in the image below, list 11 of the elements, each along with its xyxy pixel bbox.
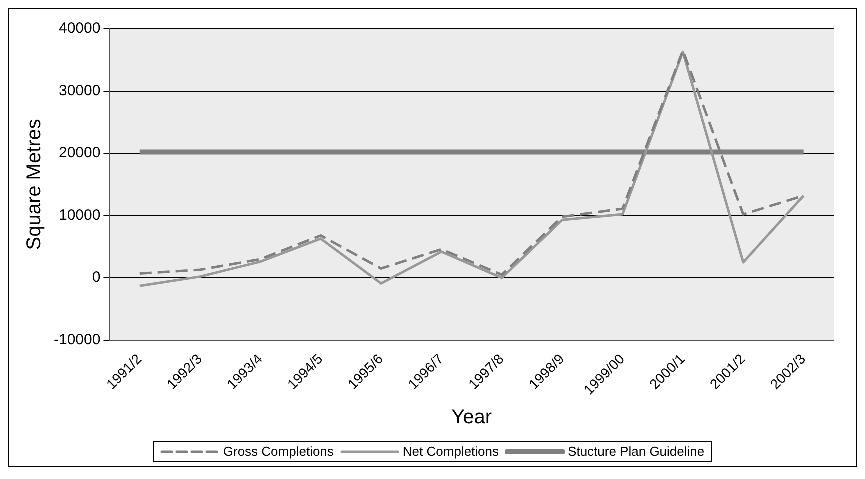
y-tick-label: 10000 — [58, 206, 101, 224]
legend-label: Stucture Plan Guideline — [568, 444, 705, 459]
y-tick-label: -10000 — [54, 331, 101, 348]
legend-label: Gross Completions — [223, 444, 334, 459]
y-tick-label: 20000 — [58, 144, 101, 162]
y-tick-label: 40000 — [58, 20, 101, 38]
y-tick-label: 30000 — [58, 82, 101, 100]
y-axis-title: Square Metres — [24, 119, 46, 250]
x-axis-title: Year — [452, 406, 492, 429]
y-tick-label: 0 — [92, 269, 101, 286]
legend-label: Net Completions — [402, 444, 500, 459]
